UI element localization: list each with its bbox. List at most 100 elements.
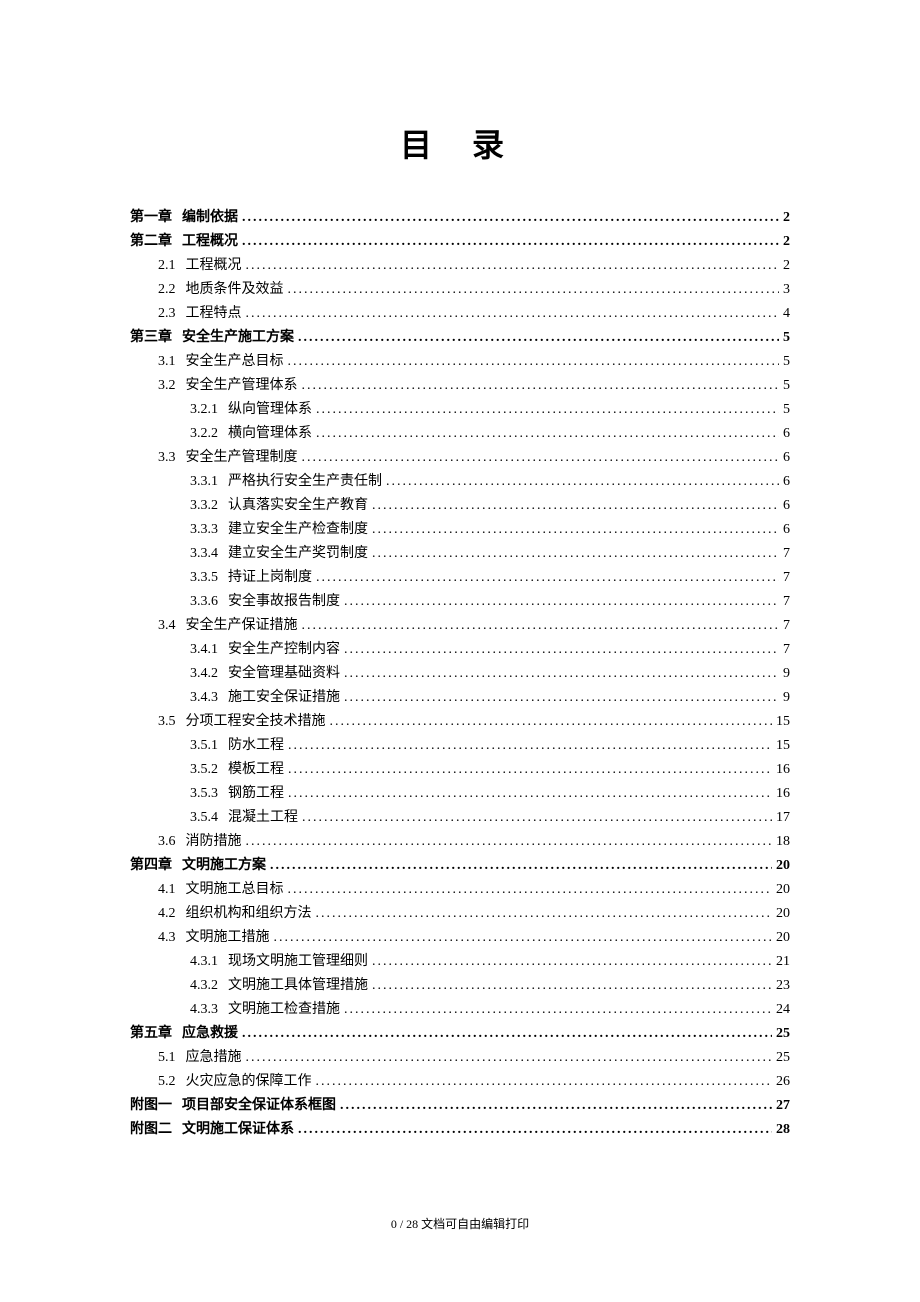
toc-dots xyxy=(344,590,779,614)
toc-dots xyxy=(372,494,779,518)
toc-item: 3.3.2认真落实安全生产教育6 xyxy=(130,494,790,518)
toc-page-number: 16 xyxy=(776,782,790,806)
toc-number: 3.4 xyxy=(158,614,176,638)
toc-page-number: 9 xyxy=(783,662,790,686)
toc-page-number: 7 xyxy=(783,566,790,590)
toc-item: 3.3.1严格执行安全生产责任制6 xyxy=(130,470,790,494)
toc-label: 安全生产保证措施 xyxy=(186,614,298,638)
toc-label: 文明施工检查措施 xyxy=(228,998,340,1022)
toc-label: 纵向管理体系 xyxy=(228,398,312,422)
toc-number: 5.1 xyxy=(158,1046,176,1070)
toc-label: 安全生产总目标 xyxy=(186,350,284,374)
toc-page-number: 20 xyxy=(776,878,790,902)
toc-label: 安全生产施工方案 xyxy=(182,326,294,350)
toc-item: 附图一项目部安全保证体系框图27 xyxy=(130,1094,790,1118)
toc-item: 3.3.6安全事故报告制度7 xyxy=(130,590,790,614)
toc-number: 4.3.3 xyxy=(190,998,218,1022)
toc-label: 文明施工总目标 xyxy=(186,878,284,902)
toc-item: 3.1安全生产总目标5 xyxy=(130,350,790,374)
toc-number: 3.5.3 xyxy=(190,782,218,806)
toc-number: 3.3.3 xyxy=(190,518,218,542)
toc-dots xyxy=(316,422,779,446)
toc-dots xyxy=(246,830,773,854)
toc-number: 3.5.1 xyxy=(190,734,218,758)
toc-dots xyxy=(344,662,779,686)
page-footer: 0 / 28 文档可自由编辑打印 xyxy=(0,1215,920,1232)
toc-dots xyxy=(246,254,780,278)
toc-dots xyxy=(340,1094,772,1118)
toc-item: 3.2.1纵向管理体系5 xyxy=(130,398,790,422)
toc-page-number: 6 xyxy=(783,494,790,518)
toc-label: 认真落实安全生产教育 xyxy=(228,494,368,518)
toc-item: 第四章文明施工方案20 xyxy=(130,854,790,878)
toc-item: 3.4 安全生产保证措施 7 xyxy=(130,614,790,638)
toc-number: 4.1 xyxy=(158,878,176,902)
toc-item: 3.4.1安全生产控制内容7 xyxy=(130,638,790,662)
toc-page-number: 27 xyxy=(776,1094,790,1118)
toc-item: 3.5.1防水工程15 xyxy=(130,734,790,758)
toc-label: 文明施工保证体系 xyxy=(182,1118,294,1142)
toc-page-number: 5 xyxy=(783,326,790,350)
toc-label: 组织机构和组织方法 xyxy=(186,902,312,926)
toc-dots xyxy=(288,878,773,902)
toc-number: 3.2.2 xyxy=(190,422,218,446)
toc-page-number: 23 xyxy=(776,974,790,998)
toc-dots xyxy=(330,710,773,734)
toc-number: 3.6 xyxy=(158,830,176,854)
toc-page-number: 6 xyxy=(783,446,790,470)
toc-label: 横向管理体系 xyxy=(228,422,312,446)
toc-item: 2.2地质条件及效益3 xyxy=(130,278,790,302)
toc-number: 附图二 xyxy=(130,1118,172,1142)
toc-item: 附图二文明施工保证体系28 xyxy=(130,1118,790,1142)
toc-item: 3.2.2 横向管理体系 6 xyxy=(130,422,790,446)
toc-number: 3.2.1 xyxy=(190,398,218,422)
toc-dots xyxy=(270,854,772,878)
toc-dots xyxy=(316,566,779,590)
toc-page-number: 15 xyxy=(776,734,790,758)
toc-page-number: 17 xyxy=(776,806,790,830)
toc-dots xyxy=(242,206,779,230)
toc-page-number: 24 xyxy=(776,998,790,1022)
toc-label: 安全事故报告制度 xyxy=(228,590,340,614)
toc-page-number: 20 xyxy=(776,854,790,878)
toc-item: 3.3.3建立安全生产检查制度6 xyxy=(130,518,790,542)
toc-page-number: 6 xyxy=(783,518,790,542)
toc-label: 安全生产管理体系 xyxy=(186,374,298,398)
toc-dots xyxy=(246,302,780,326)
toc-dots xyxy=(288,350,780,374)
toc-label: 工程概况 xyxy=(186,254,242,278)
toc-label: 持证上岗制度 xyxy=(228,566,312,590)
toc-item: 4.2组织机构和组织方法20 xyxy=(130,902,790,926)
toc-dots xyxy=(372,974,772,998)
toc-label: 工程概况 xyxy=(182,230,238,254)
toc-page-number: 20 xyxy=(776,926,790,950)
toc-page-number: 7 xyxy=(783,614,790,638)
toc-label: 地质条件及效益 xyxy=(186,278,284,302)
toc-label: 建立安全生产奖罚制度 xyxy=(228,542,368,566)
toc-item: 5.1应急措施25 xyxy=(130,1046,790,1070)
toc-label: 现场文明施工管理细则 xyxy=(228,950,368,974)
toc-item: 2.1工程概况2 xyxy=(130,254,790,278)
toc-label: 消防措施 xyxy=(186,830,242,854)
toc-dots xyxy=(344,638,779,662)
toc-item: 4.3文明施工措施20 xyxy=(130,926,790,950)
toc-number: 4.3.2 xyxy=(190,974,218,998)
toc-label: 编制依据 xyxy=(182,206,238,230)
toc-label: 模板工程 xyxy=(228,758,284,782)
toc-label: 安全管理基础资料 xyxy=(228,662,340,686)
toc-item: 3.3.4建立安全生产奖罚制度7 xyxy=(130,542,790,566)
toc-item: 第五章应急救援25 xyxy=(130,1022,790,1046)
toc-page-number: 16 xyxy=(776,758,790,782)
toc-page-number: 6 xyxy=(783,422,790,446)
toc-dots xyxy=(302,806,772,830)
toc-dots xyxy=(316,1070,773,1094)
toc-page-number: 9 xyxy=(783,686,790,710)
toc-item: 3.3安全生产管理制度6 xyxy=(130,446,790,470)
toc-page-number: 26 xyxy=(776,1070,790,1094)
toc-item: 3.3.5持证上岗制度7 xyxy=(130,566,790,590)
toc-label: 项目部安全保证体系框图 xyxy=(182,1094,336,1118)
toc-dots xyxy=(302,614,780,638)
toc-number: 3.2 xyxy=(158,374,176,398)
toc-dots xyxy=(386,470,779,494)
toc-number: 3.5 xyxy=(158,710,176,734)
